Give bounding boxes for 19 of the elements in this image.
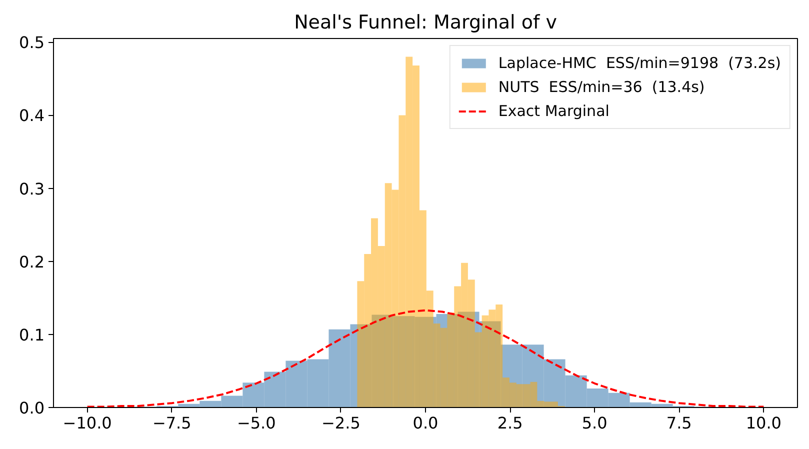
y-tick-label: 0.1 bbox=[19, 325, 45, 344]
x-tick-label: −10.0 bbox=[62, 414, 112, 432]
y-tick-label: 0.4 bbox=[19, 106, 45, 126]
legend-label: NUTS ESS/min=36 (13.4s) bbox=[498, 78, 705, 96]
x-tick-label: −5.0 bbox=[236, 414, 276, 432]
x-tick-label: −2.5 bbox=[322, 414, 360, 432]
x-tick-label: 5.0 bbox=[582, 414, 608, 432]
x-tick-label: 0.0 bbox=[412, 414, 438, 432]
x-tick-label: 10.0 bbox=[746, 414, 782, 432]
y-tick-label: 0.3 bbox=[19, 179, 45, 198]
chart-title: Neal's Funnel: Marginal of v bbox=[294, 12, 557, 34]
legend-label: Exact Marginal bbox=[498, 102, 610, 120]
y-tick-label: 0.2 bbox=[19, 252, 45, 272]
y-tick-label: 0.0 bbox=[19, 398, 45, 418]
x-tick-label: 2.5 bbox=[497, 414, 523, 432]
x-tick-label: 7.5 bbox=[666, 414, 692, 432]
y-tick-label: 0.5 bbox=[19, 33, 45, 52]
legend-label: Laplace-HMC ESS/min=9198 (73.2s) bbox=[498, 54, 781, 72]
x-tick-label: −7.5 bbox=[152, 414, 192, 432]
